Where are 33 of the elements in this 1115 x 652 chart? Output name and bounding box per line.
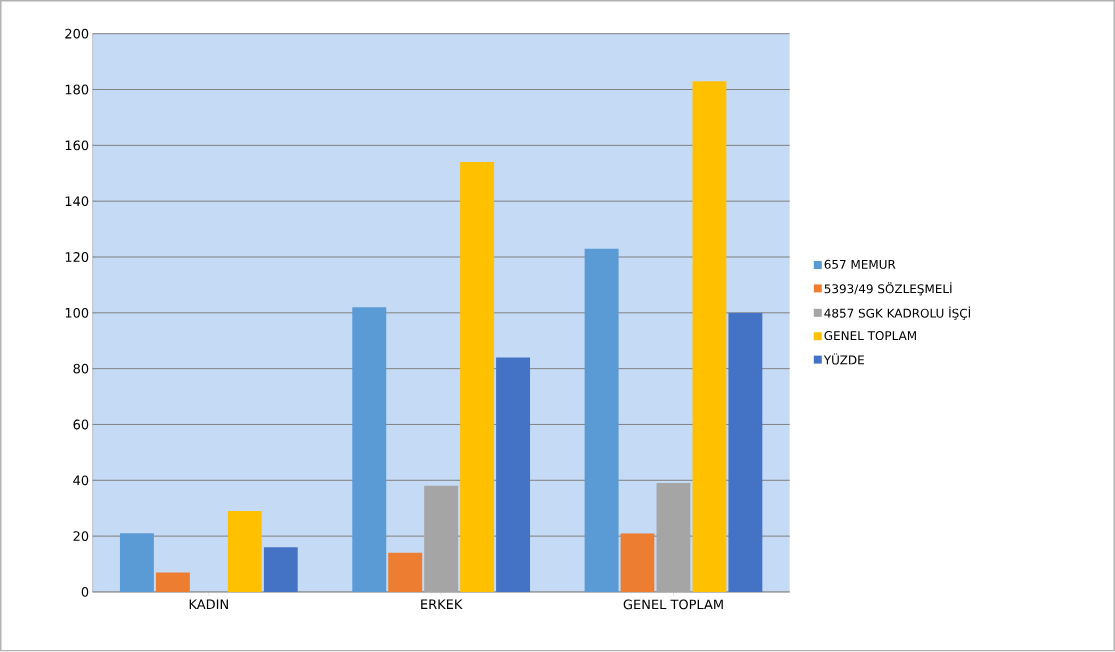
legend-label: YÜZDE [823,353,864,365]
y-tick-label: 0 [81,587,89,598]
bar [620,533,655,593]
bar [424,486,459,593]
y-tick-label: 20 [73,531,89,542]
bar [155,572,190,593]
bar [263,547,298,593]
y-tick-label: 80 [73,363,89,374]
x-tick-label: KADIN [189,599,228,610]
bar [352,307,387,593]
y-tick-label: 160 [65,140,89,151]
bar [584,248,619,593]
y-tick-label: 140 [65,196,89,207]
bar [496,357,531,593]
legend-label: GENEL TOPLAM [824,331,916,341]
y-tick-label: 180 [65,84,89,95]
legend-label: 5393/49 SÖZLEŞMELİ [824,282,952,296]
bar [692,81,727,593]
x-tick-label: ERKEK [421,599,463,610]
y-tick-label: 100 [65,308,89,318]
bar [656,483,691,593]
y-tick-label: 40 [73,475,89,486]
bar [388,553,423,593]
bar [460,162,495,593]
legend-label: 657 MEMUR [824,259,896,270]
bar [119,533,154,593]
y-tick-label: 200 [65,28,89,39]
bar [227,511,262,593]
x-tick-label: GENEL TOPLAM [623,599,723,610]
legend-label: 4857 SGK KADROLU İŞÇİ [824,306,971,321]
y-tick-label: 60 [73,419,89,430]
bar [728,313,763,593]
y-tick-label: 120 [65,252,89,263]
